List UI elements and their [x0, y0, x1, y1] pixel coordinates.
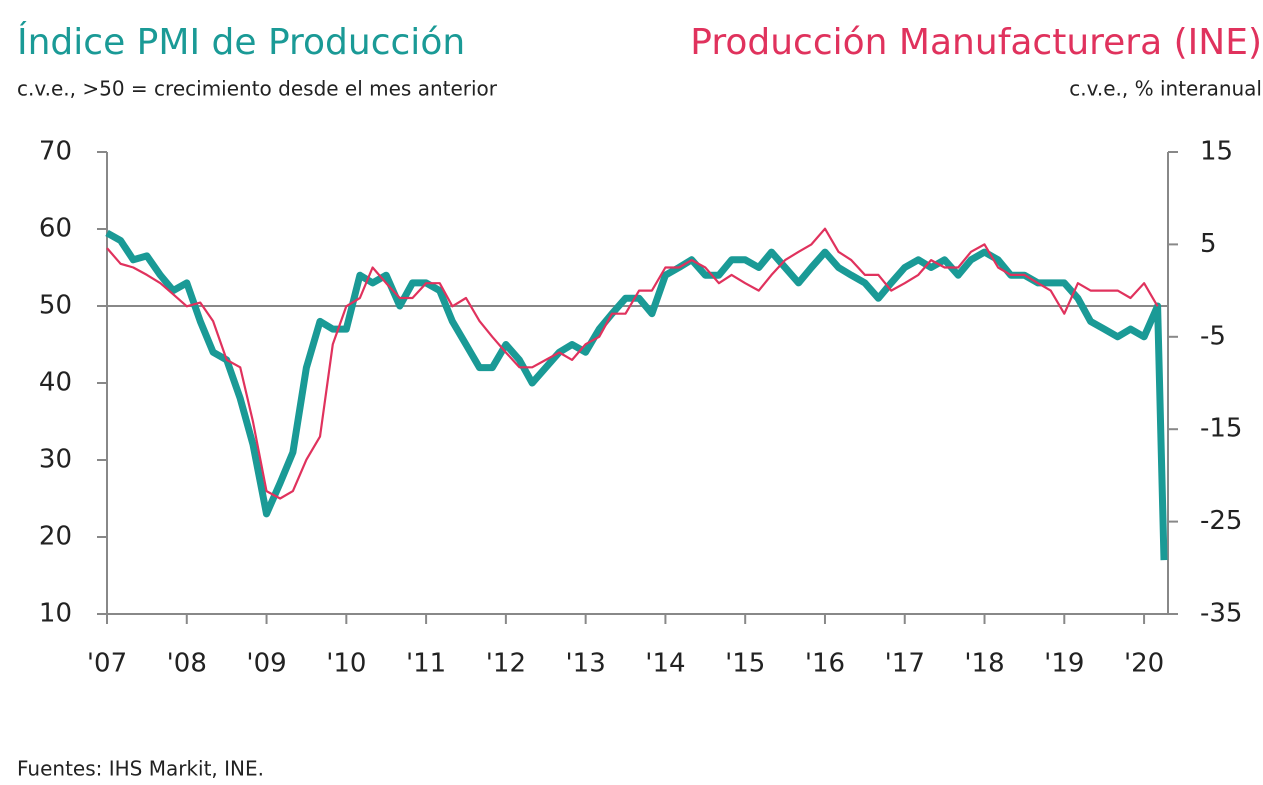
left-title: Índice PMI de Producción — [17, 21, 465, 63]
y-tick-label: 30 — [39, 445, 72, 475]
x-tick-label: '12 — [486, 649, 526, 679]
x-tick-label: '13 — [566, 649, 606, 679]
y-tick-label: 40 — [39, 368, 72, 398]
x-tick-label: '07 — [87, 649, 127, 679]
x-tick-label: '20 — [1124, 649, 1164, 679]
y2-tick-label: 5 — [1200, 229, 1217, 259]
y2-tick-label: -15 — [1200, 414, 1242, 444]
x-tick-label: '08 — [167, 649, 207, 679]
x-tick-label: '19 — [1044, 649, 1084, 679]
y-tick-label: 60 — [39, 214, 72, 244]
left-subtitle: c.v.e., >50 = crecimiento desde el mes a… — [17, 77, 498, 101]
x-tick-label: '09 — [246, 649, 286, 679]
right-subtitle: c.v.e., % interanual — [1069, 77, 1262, 101]
right-title: Producción Manufacturera (INE) — [690, 22, 1262, 63]
x-tick-label: '15 — [725, 649, 765, 679]
source-note: Fuentes: IHS Markit, INE. — [17, 757, 264, 781]
x-tick-label: '17 — [885, 649, 925, 679]
y-tick-label: 20 — [39, 522, 72, 552]
y-tick-label: 70 — [39, 137, 72, 167]
y-tick-label: 50 — [39, 291, 72, 321]
series-line — [106, 227, 1159, 500]
y2-tick-label: -25 — [1200, 506, 1242, 536]
y2-tick-label: -35 — [1200, 599, 1242, 629]
y-tick-label: 10 — [39, 599, 72, 629]
x-tick-label: '18 — [964, 649, 1004, 679]
x-tick-label: '10 — [326, 649, 366, 679]
y2-tick-label: 15 — [1200, 137, 1233, 167]
x-tick-label: '14 — [645, 649, 685, 679]
series-line — [105, 229, 1168, 561]
y2-tick-label: -5 — [1200, 321, 1226, 351]
x-tick-label: '11 — [406, 649, 446, 679]
x-tick-label: '16 — [805, 649, 845, 679]
